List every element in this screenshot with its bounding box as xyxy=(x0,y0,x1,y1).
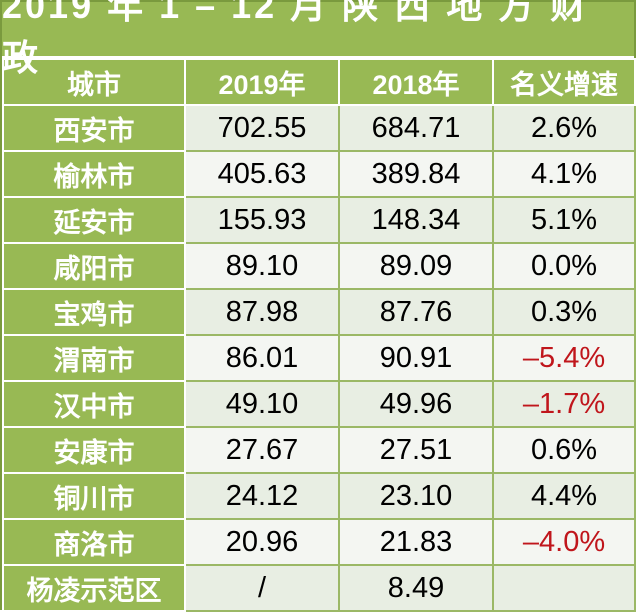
table-title: 2019 年 1 – 12 月 陕 西 地 方 财 政 xyxy=(2,0,634,78)
growth-cell: 4.1% xyxy=(492,150,636,198)
value-2018-cell: 23.10 xyxy=(338,472,494,520)
city-cell: 延安市 xyxy=(2,196,186,244)
header-city: 城市 xyxy=(2,58,186,106)
value-2018-cell: 684.71 xyxy=(338,104,494,152)
growth-cell: –4.0% xyxy=(492,518,636,566)
city-cell: 渭南市 xyxy=(2,334,186,382)
growth-cell: 0.6% xyxy=(492,426,636,474)
value-2019-cell: 20.96 xyxy=(184,518,340,566)
city-cell: 铜川市 xyxy=(2,472,186,520)
city-cell: 安康市 xyxy=(2,426,186,474)
table-row: 铜川市 24.12 23.10 4.4% xyxy=(2,472,636,520)
table-row: 宝鸡市 87.98 87.76 0.3% xyxy=(2,288,636,336)
growth-cell: –1.7% xyxy=(492,380,636,428)
city-cell: 榆林市 xyxy=(2,150,186,198)
header-2019: 2019年 xyxy=(184,58,340,106)
finance-table: 城市 2019年 2018年 名义增速 西安市 702.55 684.71 2.6% 榆… xyxy=(2,58,636,612)
value-2019-cell: 702.55 xyxy=(184,104,340,152)
table-row: 咸阳市 89.10 89.09 0.0% xyxy=(2,242,636,290)
city-cell: 杨凌示范区 xyxy=(2,564,186,612)
value-2019-cell: 24.12 xyxy=(184,472,340,520)
growth-cell: 5.1% xyxy=(492,196,636,244)
table-row: 汉中市 49.10 49.96 –1.7% xyxy=(2,380,636,428)
value-2019-cell: 86.01 xyxy=(184,334,340,382)
value-2019-cell: 155.93 xyxy=(184,196,340,244)
value-2018-cell: 8.49 xyxy=(338,564,494,612)
value-2019-cell: 87.98 xyxy=(184,288,340,336)
table-row: 安康市 27.67 27.51 0.6% xyxy=(2,426,636,474)
growth-cell xyxy=(492,564,636,612)
table-row: 榆林市 405.63 389.84 4.1% xyxy=(2,150,636,198)
city-cell: 商洛市 xyxy=(2,518,186,566)
value-2019-cell: 89.10 xyxy=(184,242,340,290)
city-cell: 西安市 xyxy=(2,104,186,152)
value-2019-cell: 405.63 xyxy=(184,150,340,198)
table-body: 西安市 702.55 684.71 2.6% 榆林市 405.63 389.84 4.1% 延安… xyxy=(2,104,636,612)
city-cell: 咸阳市 xyxy=(2,242,186,290)
value-2019-cell: 49.10 xyxy=(184,380,340,428)
header-2018: 2018年 xyxy=(338,58,494,106)
growth-cell: 0.3% xyxy=(492,288,636,336)
growth-cell: 2.6% xyxy=(492,104,636,152)
value-2019-cell: 27.67 xyxy=(184,426,340,474)
value-2018-cell: 90.91 xyxy=(338,334,494,382)
header-row: 城市 2019年 2018年 名义增速 xyxy=(2,58,636,106)
city-cell: 宝鸡市 xyxy=(2,288,186,336)
value-2018-cell: 21.83 xyxy=(338,518,494,566)
value-2018-cell: 87.76 xyxy=(338,288,494,336)
table-row: 延安市 155.93 148.34 5.1% xyxy=(2,196,636,244)
value-2018-cell: 27.51 xyxy=(338,426,494,474)
value-2018-cell: 389.84 xyxy=(338,150,494,198)
growth-cell: –5.4% xyxy=(492,334,636,382)
value-2018-cell: 89.09 xyxy=(338,242,494,290)
table-row: 商洛市 20.96 21.83 –4.0% xyxy=(2,518,636,566)
growth-cell: 0.0% xyxy=(492,242,636,290)
table-row: 渭南市 86.01 90.91 –5.4% xyxy=(2,334,636,382)
value-2018-cell: 148.34 xyxy=(338,196,494,244)
table-row: 西安市 702.55 684.71 2.6% xyxy=(2,104,636,152)
city-cell: 汉中市 xyxy=(2,380,186,428)
table-row: 杨凌示范区/8.49 xyxy=(2,564,636,612)
value-2019-cell: / xyxy=(184,564,340,612)
header-growth: 名义增速 xyxy=(492,58,636,106)
growth-cell: 4.4% xyxy=(492,472,636,520)
value-2018-cell: 49.96 xyxy=(338,380,494,428)
